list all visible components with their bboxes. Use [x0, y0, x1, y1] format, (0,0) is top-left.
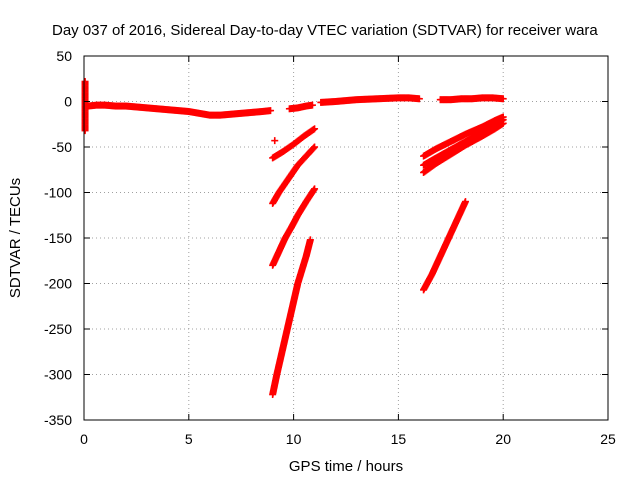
data-point [415, 95, 423, 103]
data-point [267, 107, 275, 115]
x-tick-label: 5 [185, 431, 193, 447]
data-point [308, 101, 316, 109]
y-tick-label: -150 [44, 230, 72, 246]
data-point [499, 95, 507, 103]
y-tick-label: -300 [44, 367, 72, 383]
y-tick-label: -100 [44, 185, 72, 201]
data-point [311, 143, 319, 151]
y-tick-label: 0 [64, 94, 72, 110]
data-point [271, 137, 279, 145]
y-tick-label: 50 [56, 48, 72, 64]
y-tick-label: -50 [52, 139, 72, 155]
y-tick-labels: 50 0 -50 -100 -150 -200 -250 -300 -350 [44, 48, 72, 428]
y-tick-label: -350 [44, 412, 72, 428]
data-point [81, 127, 89, 135]
data-points [81, 77, 507, 399]
x-axis-title: GPS time / hours [289, 458, 403, 475]
data-point [311, 125, 319, 133]
x-tick-label: 10 [286, 431, 302, 447]
y-axis-title: SDTVAR / TECUs [7, 178, 24, 298]
data-point [461, 198, 469, 206]
x-tick-label: 15 [391, 431, 407, 447]
y-tick-label: -250 [44, 321, 72, 337]
chart-title: Day 037 of 2016, Sidereal Day-to-day VTE… [52, 22, 598, 39]
axis-ticks [83, 55, 609, 421]
data-point [310, 144, 318, 152]
data-point [306, 236, 314, 244]
x-tick-label: 0 [80, 431, 88, 447]
x-tick-labels: 0 5 10 15 20 25 [80, 431, 616, 447]
x-tick-label: 20 [495, 431, 511, 447]
y-tick-label: -200 [44, 276, 72, 292]
data-point [499, 119, 507, 127]
data-point [311, 185, 319, 193]
x-tick-label: 25 [600, 431, 616, 447]
